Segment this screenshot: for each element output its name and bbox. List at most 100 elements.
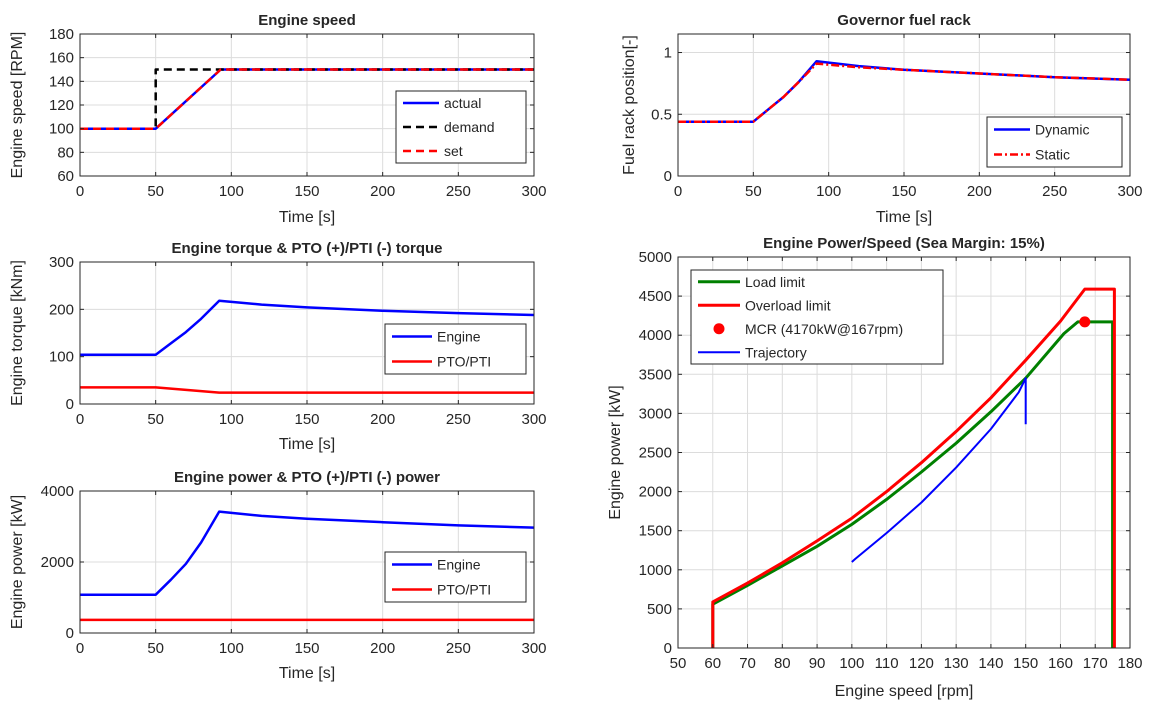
legend-label: set [444,143,463,159]
x-tick-label: 200 [370,183,395,200]
x-tick-label: 250 [1042,183,1067,200]
x-tick-label: 140 [978,655,1003,672]
y-axis-label: Fuel rack position[-] [621,35,638,175]
legend-box [384,551,527,603]
y-axis-label: Engine power [kW] [9,495,26,629]
y-tick-label: 160 [49,50,74,67]
legend-label: demand [444,119,495,135]
x-tick-label: 200 [370,411,395,428]
y-tick-label: 80 [57,144,74,161]
series-line-0 [80,299,534,357]
x-tick-label: 120 [909,655,934,672]
series-line-1 [80,68,534,130]
series-line-3 [851,377,1027,563]
y-tick-label: 1000 [639,562,672,579]
legend-label: Dynamic [1035,122,1089,138]
x-tick-label: 110 [875,655,899,672]
y-tick-label: 200 [49,301,74,318]
x-tick-label: 50 [745,183,762,200]
x-tick-label: 150 [294,411,319,428]
y-tick-label: 120 [49,97,74,114]
legend: Engine PTO/PTI [384,323,527,375]
series-line-2 [80,68,534,130]
chart-title: Governor fuel rack [837,12,971,29]
x-tick-label: 150 [891,183,916,200]
y-tick-label: 0 [66,625,74,642]
x-tick-label: 150 [1013,655,1038,672]
series-marker-2 [1079,316,1091,328]
x-axis-label: Time [s] [279,209,335,226]
x-tick-label: 300 [1117,183,1142,200]
legend-label: Overload limit [745,297,831,313]
x-tick-label: 250 [446,411,471,428]
legend: actual demand set [395,90,527,164]
chart-title: Engine speed [258,12,356,29]
x-tick-label: 50 [670,655,687,672]
legend-label: Static [1035,147,1070,163]
x-tick-label: 80 [774,655,791,672]
chart-powerspeed: 50 60 70 80 90 100 110 120 130 140 150 160 170 180 0 50… [607,235,1143,700]
x-tick-label: 90 [809,655,826,672]
legend-box [384,323,527,375]
y-tick-label: 140 [49,73,74,90]
series-line-1 [711,287,1116,648]
series-group [80,299,534,394]
legend: Load limit Overload limit MCR (4170kW@167r… [690,269,944,365]
x-tick-label: 100 [219,411,244,428]
y-tick-label: 0 [664,640,672,657]
chart-speed: 0 50 100 150 200 250 300 60 80 100 120 140 160 180 Eng… [9,12,547,226]
x-tick-label: 130 [944,655,969,672]
y-tick-label: 5000 [639,249,672,266]
y-tick-label: 180 [49,26,74,43]
legend-label: Engine [437,557,481,573]
y-tick-label: 100 [49,121,74,138]
series-group [80,68,534,130]
series-line-0 [80,510,534,596]
x-tick-label: 250 [446,640,471,657]
chart-torque: 0 50 100 150 200 250 300 0 100 200 300 Engine torqu… [9,240,547,453]
x-tick-label: 300 [521,183,546,200]
y-tick-label: 2500 [639,445,672,462]
legend-box [986,116,1123,168]
legend-label: Trajectory [745,344,807,360]
x-tick-label: 70 [739,655,756,672]
x-tick-label: 300 [521,411,546,428]
legend-label: PTO/PTI [437,582,491,598]
x-tick-label: 100 [839,655,864,672]
series-group [80,510,534,622]
series-line-0 [678,59,1130,123]
y-tick-label: 1500 [639,523,672,540]
x-tick-label: 0 [76,411,84,428]
y-tick-label: 0 [66,396,74,413]
y-tick-label: 4000 [639,327,672,344]
x-tick-label: 50 [147,183,164,200]
chart-title: Engine Power/Speed (Sea Margin: 15%) [763,235,1045,252]
x-tick-label: 0 [76,640,84,657]
x-tick-label: 180 [1117,655,1142,672]
x-tick-label: 50 [147,640,164,657]
x-tick-label: 60 [704,655,721,672]
x-tick-label: 300 [521,640,546,657]
x-tick-label: 150 [294,640,319,657]
x-tick-label: 170 [1083,655,1108,672]
x-tick-label: 150 [294,183,319,200]
series-group [711,287,1116,648]
x-axis-label: Time [s] [876,209,932,226]
x-tick-label: 0 [674,183,682,200]
legend-label: MCR (4170kW@167rpm) [745,321,903,337]
y-tick-label: 4500 [639,288,672,305]
y-tick-label: 0 [664,168,672,185]
series-line-1 [80,386,534,394]
chart-power: 0 50 100 150 200 250 300 0 2000 4000 Engine power … [9,469,547,682]
x-tick-label: 250 [446,183,471,200]
x-axis-label: Engine speed [rpm] [835,683,974,700]
y-tick-label: 2000 [639,484,672,501]
chart-title: Engine torque & PTO (+)/PTI (-) torque [172,240,443,257]
legend-marker [713,323,725,335]
x-tick-label: 200 [370,640,395,657]
x-tick-label: 100 [816,183,841,200]
series-group [678,59,1130,123]
y-tick-label: 3500 [639,366,672,383]
x-axis-label: Time [s] [279,436,335,453]
